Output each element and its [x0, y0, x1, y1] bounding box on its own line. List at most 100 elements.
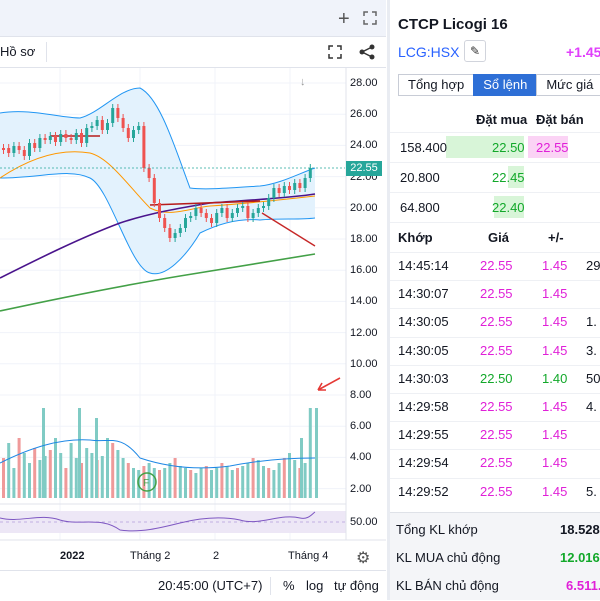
price-axis-label: 4.00: [350, 451, 372, 464]
tab-summary[interactable]: Tổng hợp: [398, 74, 475, 96]
bid-depth-bar: [494, 196, 524, 218]
candle-body: [215, 213, 219, 223]
percent-toggle[interactable]: %: [283, 578, 295, 593]
trade-price: 22.55: [480, 314, 513, 330]
trade-divider: [390, 449, 600, 451]
volume-bar: [2, 458, 5, 498]
candle-body: [298, 183, 302, 188]
candle-body: [22, 150, 26, 156]
volume-bar: [184, 468, 187, 498]
ma-short-line: [0, 151, 316, 213]
volume-bar: [54, 438, 57, 498]
candle-body: [184, 218, 187, 228]
chart-top-bar: +: [0, 0, 386, 37]
trade-change: 1.40: [542, 370, 568, 386]
volume-bar: [272, 470, 276, 498]
price-chart[interactable]: F: [0, 68, 386, 568]
rsi-band: [0, 511, 346, 533]
candle-body: [178, 228, 182, 233]
candle-body: [194, 208, 198, 216]
volume-bar: [293, 460, 297, 498]
orderbook-vol: 64.800: [400, 200, 440, 215]
volume-bar: [282, 458, 286, 498]
trade-volume: 50.: [586, 370, 600, 386]
volume-bar: [64, 468, 68, 498]
candle-body: [308, 168, 312, 178]
time-label-thang4: Tháng 4: [288, 550, 329, 562]
trade-volume: 3.: [586, 342, 597, 358]
candle-body: [137, 126, 141, 130]
candle-body: [85, 128, 89, 143]
profile-menu[interactable]: Hồ sơ: [0, 44, 36, 59]
candle-body: [241, 206, 245, 208]
log-toggle[interactable]: log: [306, 578, 324, 593]
trade-time: 14:29:54: [398, 455, 449, 471]
trade-divider: [390, 252, 600, 253]
orderbook-divider: [390, 222, 600, 223]
plus-icon[interactable]: +: [338, 8, 350, 30]
volume-bar: [163, 468, 167, 498]
clock-label: 20:45:00 (UTC+7): [158, 578, 263, 593]
menu-divider: [46, 42, 47, 62]
volume-bar: [28, 463, 31, 498]
edit-pencil-icon[interactable]: ✎: [464, 40, 486, 62]
candle-body: [225, 208, 229, 218]
bollinger-upper: [0, 87, 316, 190]
volume-bar: [80, 463, 83, 498]
orderbook-bid[interactable]: 22.50: [492, 140, 525, 155]
trade-change: 1.45: [542, 427, 568, 443]
panel-separator[interactable]: [387, 0, 390, 600]
fullscreen-icon[interactable]: [326, 43, 344, 66]
candle-body: [33, 143, 37, 148]
share-icon[interactable]: [358, 43, 376, 66]
trade-time: 14:30:05: [398, 314, 449, 330]
tab-price-levels[interactable]: Mức giá: [536, 74, 600, 96]
volume-bar: [315, 408, 318, 498]
ticker-symbol[interactable]: LCG:HSX: [398, 44, 460, 60]
chart-toolbar: Hồ sơ: [0, 37, 386, 68]
volume-bar: [199, 468, 203, 498]
volume-bar: [158, 470, 161, 498]
panel-tabs: Tổng hợp Sổ lệnh Mức giá: [398, 74, 600, 96]
trend-line-middle: [149, 200, 261, 206]
trade-price: 22.50: [480, 370, 513, 386]
scroll-down-icon[interactable]: ↓: [300, 76, 306, 88]
volume-bar: [256, 460, 260, 498]
expand-icon[interactable]: [362, 10, 378, 31]
chart-canvas[interactable]: F: [0, 68, 386, 568]
bottom-divider: [270, 577, 271, 595]
trade-price: 22.55: [480, 342, 513, 358]
chart-area[interactable]: + Hồ sơ: [0, 0, 386, 601]
volume-bar: [12, 468, 16, 498]
settings-icon[interactable]: ⚙: [356, 550, 371, 567]
price-axis-label: 10.00: [350, 357, 378, 370]
orderbook-bid[interactable]: 22.45: [492, 170, 525, 185]
volume-bar: [246, 463, 250, 498]
volume-bar: [43, 456, 47, 498]
volume-bar: [267, 468, 271, 498]
candle-body: [293, 183, 297, 190]
trade-volume: 4.: [586, 399, 597, 414]
trade-divider: [390, 477, 600, 479]
volume-bar: [262, 466, 265, 498]
summary-value-sell: 6.511.: [566, 578, 600, 593]
volume-bar: [303, 463, 307, 498]
trade-volume: 296.: [586, 258, 600, 273]
price-axis-label: 14.00: [350, 295, 378, 308]
candle-body: [142, 126, 146, 168]
candle-body: [282, 186, 286, 193]
chart-bottom-bar: 20:45:00 (UTC+7) % log tự động: [0, 570, 386, 601]
orderbook-bid[interactable]: 22.40: [492, 200, 525, 215]
candle-body: [28, 143, 31, 156]
volume-bar: [168, 463, 172, 498]
company-title: CTCP Licogi 16: [398, 16, 508, 33]
candle-body: [246, 206, 250, 218]
tab-orderbook[interactable]: Sổ lệnh: [473, 74, 538, 96]
candle-body: [17, 146, 21, 150]
candle-body: [230, 213, 234, 218]
price-axis-label: 8.00: [350, 389, 372, 401]
volume-bar: [111, 443, 115, 498]
trade-price: 22.55: [480, 427, 513, 443]
auto-toggle[interactable]: tự động: [334, 578, 379, 593]
orderbook-ask[interactable]: 22.55: [536, 140, 569, 155]
